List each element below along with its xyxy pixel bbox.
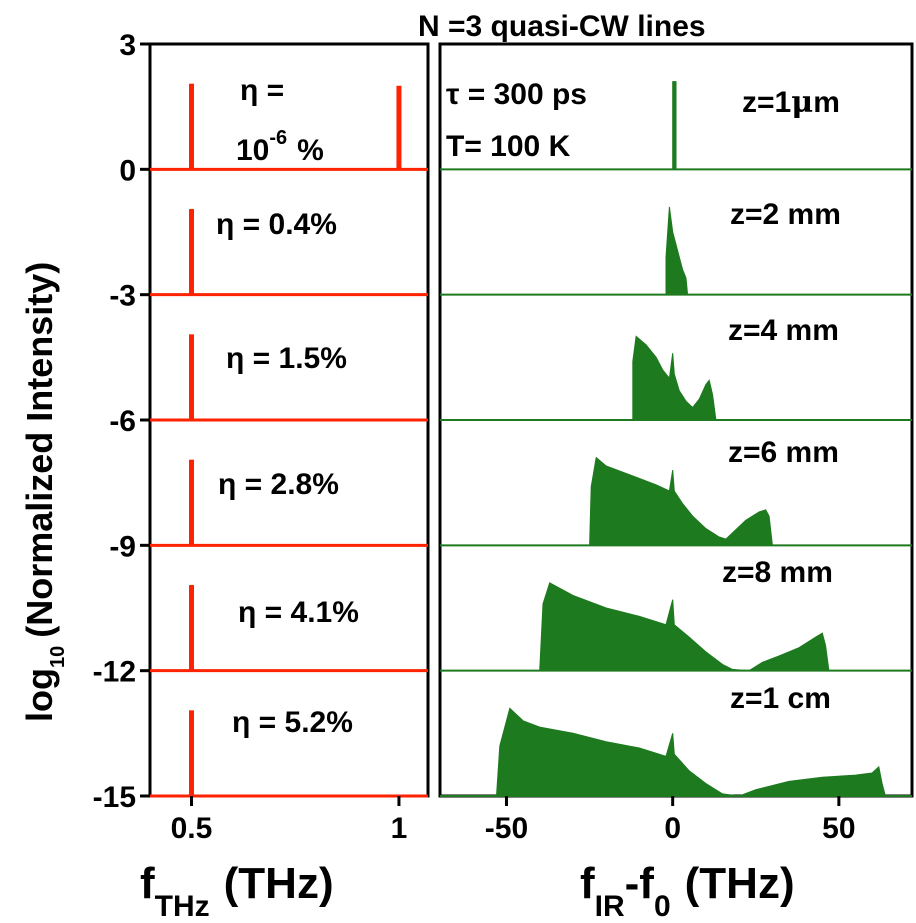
ir-x-axis-label-sub2: 0	[654, 890, 671, 923]
y-tick-label-6: -15	[93, 781, 136, 814]
y-tick-label-4: -9	[109, 530, 136, 563]
ir-spectrum-2	[632, 335, 717, 421]
thz-spike-0-0	[188, 83, 194, 170]
thz-spike-5-0	[188, 710, 194, 796]
thz-spikes	[188, 83, 402, 796]
thz-x-tick-label-0: 0.5	[171, 812, 213, 845]
y-tick-label-1: 0	[119, 154, 136, 187]
y-axis-label-main: log	[19, 668, 60, 722]
ir-x-tick-label-0: -50	[485, 812, 528, 845]
y-tick-label-2: -3	[109, 280, 136, 313]
eta-label-0-line2-main: 10	[236, 134, 269, 167]
eta-label-5: η = 5.2%	[232, 706, 353, 739]
ir-x-axis-label-rest: (THz)	[685, 859, 795, 908]
ir-x-axis-label-mid: -f	[625, 859, 655, 908]
thz-spike-2-0	[188, 334, 194, 420]
ir-spectrum-5	[495, 707, 887, 797]
ir-x-tick-label-1: 0	[664, 812, 681, 845]
z-label-3: z=6 mm	[728, 436, 839, 469]
thz-x-tick-label-1: 1	[391, 812, 408, 845]
ir-x-axis-label: fIR-f0 (THz)	[580, 859, 795, 923]
z-label-0-main: z=1	[742, 86, 791, 119]
eta-label-4: η = 4.1%	[238, 596, 359, 629]
y-axis-label-rest: (Normalized Intensity)	[19, 262, 60, 638]
thz-x-axis-label-rest: (THz)	[224, 859, 334, 908]
ir-x-axis-label-main: f	[580, 859, 595, 908]
eta-label-0: η =	[240, 74, 284, 107]
y-tick-label-3: -6	[109, 405, 136, 438]
z-label-5: z=1 cm	[730, 682, 831, 715]
z-label-0-mu: μ	[791, 85, 813, 120]
ir-spectrum-4	[539, 582, 830, 672]
eta-label-0-line2-tail: %	[297, 134, 324, 167]
ir-x-ticks: -50 0 50	[485, 796, 856, 845]
eta-label-1: η = 0.4%	[216, 208, 337, 241]
eta-label-0-line2: 10-6%	[236, 127, 324, 167]
z-label-0: z=1μm	[742, 85, 840, 120]
thz-spike-1-0	[188, 209, 194, 295]
thz-y-ticks: 3 0 -3 -6 -9 -12 -15	[93, 29, 150, 814]
eta-label-0-line2-sup: -6	[269, 127, 287, 149]
ir-spectrum-3	[589, 456, 773, 546]
thz-x-ticks: 0.5 1	[171, 796, 408, 845]
thz-x-axis-label-main: f	[140, 859, 155, 908]
ir-spectra	[495, 81, 887, 797]
temperature-annotation: T= 100 K	[446, 130, 571, 163]
thz-x-axis-label-sub: THz	[155, 890, 210, 923]
thz-x-axis-label: fTHz (THz)	[140, 859, 334, 923]
y-axis-label-sub: 10	[47, 646, 69, 668]
thz-spike-4-0	[188, 585, 194, 671]
ir-spectrum-0	[672, 81, 677, 170]
ir-x-axis-label-sub1: IR	[595, 890, 625, 923]
ir-x-tick-label-2: 50	[822, 812, 855, 845]
y-tick-label-5: -12	[93, 656, 136, 689]
y-axis-label: log10 (Normalized Intensity)	[19, 262, 69, 722]
eta-label-3: η = 2.8%	[218, 468, 339, 501]
thz-spike-3-0	[188, 459, 194, 546]
y-tick-label-0: 3	[119, 29, 136, 62]
z-label-1: z=2 mm	[730, 198, 841, 231]
z-label-0-tail: m	[813, 86, 840, 119]
tau-annotation: τ = 300 ps	[446, 78, 587, 111]
thz-baselines	[150, 167, 428, 798]
z-label-2: z=4 mm	[728, 314, 839, 347]
ir-spectrum-1	[665, 206, 689, 296]
thz-spike-0-1	[396, 85, 402, 170]
chart-title: N =3 quasi-CW lines	[418, 10, 706, 43]
z-label-4: z=8 mm	[722, 556, 833, 589]
eta-label-2: η = 1.5%	[226, 342, 347, 375]
